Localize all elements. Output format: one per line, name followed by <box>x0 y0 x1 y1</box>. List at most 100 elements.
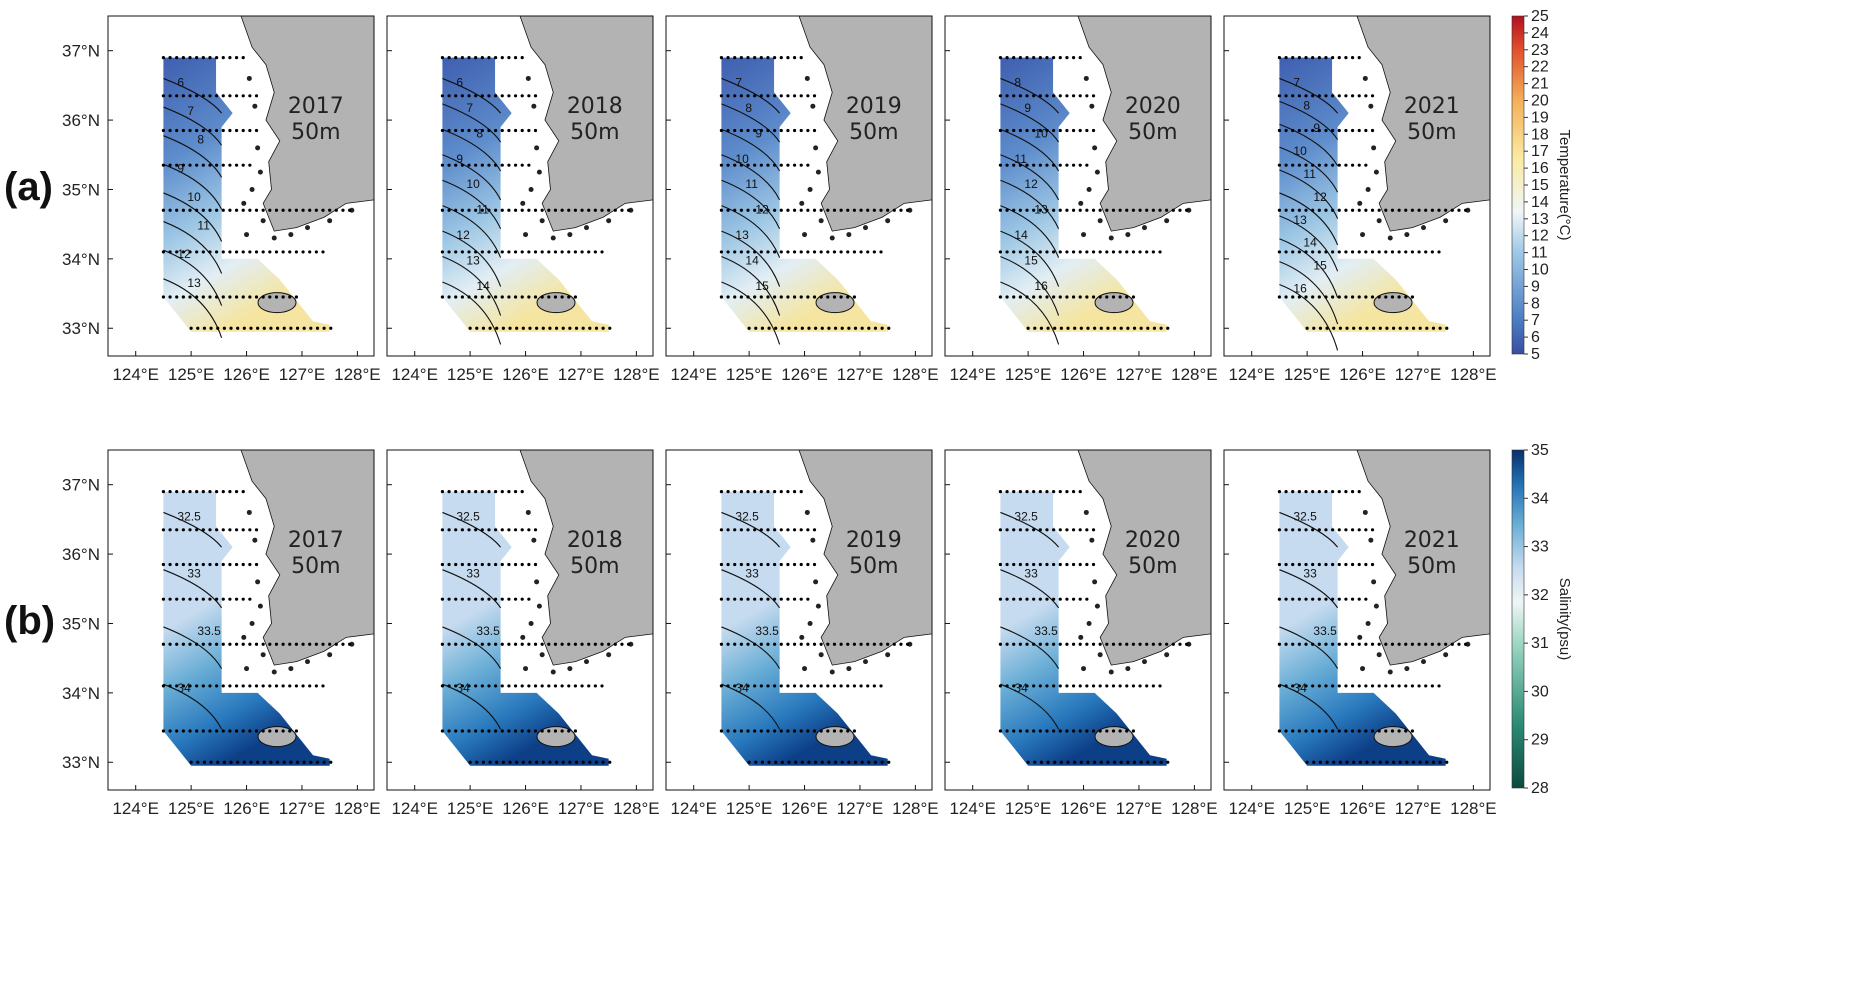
station-dot <box>799 597 803 601</box>
station-dot <box>573 295 578 299</box>
contour-label: 33 <box>745 567 759 581</box>
station-dot <box>1025 56 1029 60</box>
colorbar-tick-label: 33 <box>1531 539 1549 556</box>
station-dot <box>1277 163 1282 167</box>
station-dot <box>1038 490 1042 494</box>
station-dot <box>507 295 511 299</box>
station-dot <box>314 684 318 688</box>
station-dot <box>1005 528 1009 532</box>
station-dot <box>527 597 531 601</box>
station-dot <box>806 642 810 646</box>
station-dot <box>787 326 791 330</box>
contour-line <box>721 154 781 201</box>
contour-label: 32.5 <box>1014 509 1038 523</box>
station-dot <box>248 208 252 212</box>
colorbar-tick-label: 25 <box>1531 8 1549 25</box>
station-dot <box>1344 528 1348 532</box>
contour-label: 8 <box>476 126 483 140</box>
station-dot <box>474 684 478 688</box>
contour-label: 6 <box>456 75 463 89</box>
station-dot <box>1377 642 1381 646</box>
station-dot <box>1131 208 1136 212</box>
station-dot <box>779 295 783 299</box>
station-dot <box>1284 295 1288 299</box>
contour-line <box>1000 683 1060 730</box>
station-dot <box>839 250 843 254</box>
station-dot <box>767 760 771 764</box>
x-tick-label: 125°E <box>726 799 773 818</box>
station-dot <box>1357 208 1361 212</box>
station-dot <box>1052 128 1056 133</box>
station-dot <box>1357 562 1361 567</box>
station-dot <box>832 250 837 254</box>
contour-label: 33 <box>1024 567 1038 581</box>
station-dot <box>746 94 750 98</box>
station-dot <box>1304 56 1308 60</box>
station-dot <box>1125 684 1129 688</box>
station-dot <box>1106 326 1110 330</box>
station-dot <box>1291 562 1295 567</box>
station-dot <box>527 562 531 567</box>
contour-line <box>1000 128 1060 172</box>
station-dot <box>195 163 199 167</box>
station-dot <box>620 208 624 212</box>
station-dot <box>1058 250 1062 254</box>
station-dot <box>241 128 245 133</box>
station-dot <box>786 597 790 601</box>
station-dot <box>1297 295 1301 299</box>
colorbar-title: Temperature(°C) <box>1556 129 1573 240</box>
station-dot <box>1317 94 1321 98</box>
station-dot <box>515 760 519 764</box>
station-dot <box>1331 295 1335 299</box>
row-label: (b) <box>4 599 55 643</box>
station-dot <box>766 642 770 646</box>
station-dot <box>766 250 770 254</box>
station-dot <box>588 326 592 330</box>
station-dot <box>1430 250 1434 254</box>
station-dot <box>274 642 279 646</box>
station-dot <box>234 128 239 133</box>
station-dot <box>1058 562 1062 567</box>
station-dot <box>807 326 811 330</box>
station-dot <box>726 295 730 299</box>
island <box>829 235 835 241</box>
station-dot <box>208 729 212 733</box>
station-dot <box>195 208 199 212</box>
station-dot <box>739 208 743 212</box>
station-dot <box>1324 528 1328 532</box>
station-dot <box>812 94 817 98</box>
station-dot <box>852 208 857 212</box>
panel-frame <box>1223 15 1491 357</box>
station-dot <box>746 562 750 567</box>
station-dot <box>1364 684 1368 688</box>
station-dot <box>733 208 737 212</box>
station-dot <box>1005 562 1009 567</box>
station-dot <box>786 94 790 98</box>
station-dot <box>819 208 823 212</box>
island <box>528 186 534 192</box>
station-dot <box>554 326 559 330</box>
station-dot <box>1012 295 1016 299</box>
station-dot <box>329 760 333 764</box>
station-dot <box>1364 642 1368 646</box>
station-dot <box>487 128 491 133</box>
island <box>531 103 537 109</box>
station-dot <box>500 528 504 532</box>
station-dot <box>719 128 724 133</box>
station-dot <box>507 56 511 60</box>
station-dot <box>779 250 783 254</box>
station-dot <box>460 295 464 299</box>
station-dot <box>181 94 185 98</box>
station-dot <box>460 642 464 646</box>
contour-label: 13 <box>735 228 749 242</box>
station-dot <box>221 250 225 254</box>
station-dot <box>1166 760 1170 764</box>
station-dot <box>806 128 810 133</box>
station-dot <box>216 760 220 764</box>
station-dot <box>1331 528 1335 532</box>
x-tick-label: 127°E <box>558 365 605 384</box>
station-dot <box>832 729 837 733</box>
station-dot <box>1430 208 1434 212</box>
station-dot <box>1025 642 1029 646</box>
